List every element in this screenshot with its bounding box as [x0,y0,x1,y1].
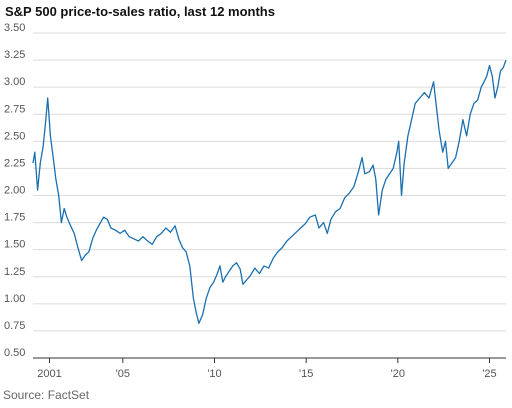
y-tick-label: 1.00 [4,293,25,305]
y-tick-label: 2.00 [4,185,25,197]
x-tick-label: '10 [207,368,221,380]
y-tick-label: 2.50 [4,130,25,142]
y-tick-label: 1.50 [4,239,25,251]
y-tick-label: 0.50 [4,347,25,359]
chart-title: S&P 500 price-to-sales ratio, last 12 mo… [5,4,275,19]
y-tick-label: 0.75 [4,320,25,332]
series-layer [32,59,507,324]
y-tick-label: 2.25 [4,157,25,169]
y-tick-label: 2.75 [4,103,25,115]
y-tick-label: 3.50 [4,22,25,34]
y-tick-label: 1.75 [4,212,25,224]
y-tick-label: 3.00 [4,76,25,88]
x-axis-ticks: 2001 '05 '10 '15 '20 '25 [37,358,497,380]
series-line [32,59,507,324]
x-tick-label: 2001 [37,368,61,380]
grid-lines [33,32,506,332]
y-tick-label: 1.25 [4,266,25,278]
y-axis-tick-labels: 0.50 0.75 1.00 1.25 1.50 1.75 2.00 2.25 2.50 2.75… [4,22,25,359]
y-tick-label: 3.25 [4,49,25,61]
x-tick-label: '25 [482,368,496,380]
x-tick-label: '20 [391,368,405,380]
x-tick-label: '15 [299,368,313,380]
chart-source: Source: FactSet [3,388,90,402]
x-tick-label: '05 [116,368,130,380]
